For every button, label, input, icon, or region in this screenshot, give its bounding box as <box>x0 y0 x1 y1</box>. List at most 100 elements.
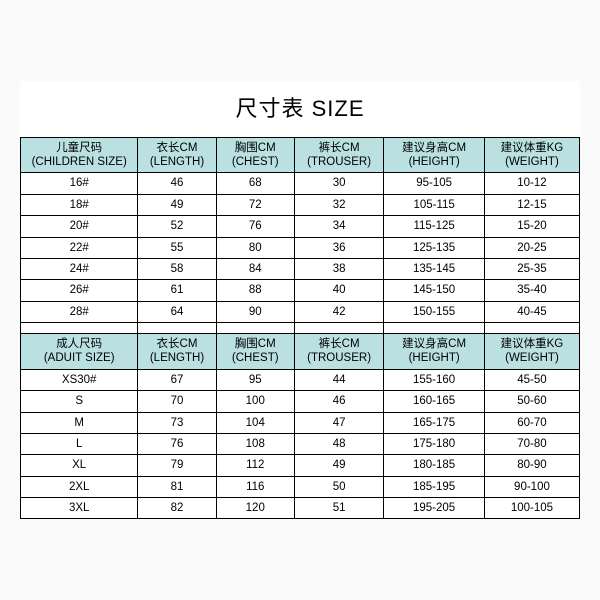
header-label-en: (WEIGHT) <box>487 155 577 169</box>
cell: 3XL <box>21 498 138 519</box>
cell: 180-185 <box>384 455 485 476</box>
children-row: 26#618840145-15035-40 <box>21 280 580 301</box>
cell: 90 <box>216 301 294 322</box>
header-label-cn: 胸围CM <box>219 141 292 155</box>
header-label-en: (HEIGHT) <box>386 351 482 365</box>
cell: 49 <box>294 455 383 476</box>
adult-header-cell: 建议身高CM(HEIGHT) <box>384 334 485 370</box>
cell: 52 <box>138 216 216 237</box>
header-label-cn: 衣长CM <box>140 141 213 155</box>
cell: 79 <box>138 455 216 476</box>
cell: 70 <box>138 391 216 412</box>
cell: 42 <box>294 301 383 322</box>
cell: M <box>21 412 138 433</box>
cell: 135-145 <box>384 258 485 279</box>
adult-row: S7010046160-16550-60 <box>21 391 580 412</box>
cell: 70-80 <box>484 433 579 454</box>
page-title: 尺寸表 SIZE <box>20 91 580 123</box>
cell: 10-12 <box>484 173 579 194</box>
cell: 81 <box>138 476 216 497</box>
header-label-en: (LENGTH) <box>140 155 213 169</box>
cell: 160-165 <box>384 391 485 412</box>
header-label-cn: 胸围CM <box>219 337 292 351</box>
cell: 55 <box>138 237 216 258</box>
cell: 95-105 <box>384 173 485 194</box>
cell: 58 <box>138 258 216 279</box>
adult-header-cell: 成人尺码(ADUIT SIZE) <box>21 334 138 370</box>
children-row: 24#588438135-14525-35 <box>21 258 580 279</box>
cell: 24# <box>21 258 138 279</box>
gap-cell <box>138 323 216 334</box>
cell: 30 <box>294 173 383 194</box>
cell: 40 <box>294 280 383 301</box>
header-label-en: (CHEST) <box>219 351 292 365</box>
cell: 16# <box>21 173 138 194</box>
cell: 15-20 <box>484 216 579 237</box>
adult-header-cell: 建议体重KG(WEIGHT) <box>484 334 579 370</box>
header-label-en: (TROUSER) <box>297 155 381 169</box>
cell: 36 <box>294 237 383 258</box>
adult-row: 2XL8111650185-19590-100 <box>21 476 580 497</box>
children-header-cell: 胸围CM(CHEST) <box>216 137 294 173</box>
cell: 104 <box>216 412 294 433</box>
cell: 50 <box>294 476 383 497</box>
cell: 145-150 <box>384 280 485 301</box>
cell: 76 <box>216 216 294 237</box>
cell: 68 <box>216 173 294 194</box>
cell: 60-70 <box>484 412 579 433</box>
cell: 28# <box>21 301 138 322</box>
section-gap <box>21 323 580 334</box>
cell: 155-160 <box>384 369 485 390</box>
children-header-cell: 建议体重KG(WEIGHT) <box>484 137 579 173</box>
children-header-cell: 儿童尺码(CHILDREN SIZE) <box>21 137 138 173</box>
cell: 165-175 <box>384 412 485 433</box>
header-label-en: (CHEST) <box>219 155 292 169</box>
cell: 2XL <box>21 476 138 497</box>
cell: 115-125 <box>384 216 485 237</box>
header-label-cn: 裤长CM <box>297 141 381 155</box>
cell: 150-155 <box>384 301 485 322</box>
header-label-en: (HEIGHT) <box>386 155 482 169</box>
header-label-cn: 建议体重KG <box>487 141 577 155</box>
cell: 100 <box>216 391 294 412</box>
adult-row: M7310447165-17560-70 <box>21 412 580 433</box>
cell: 64 <box>138 301 216 322</box>
adult-header-cell: 胸围CM(CHEST) <box>216 334 294 370</box>
header-label-cn: 建议身高CM <box>386 337 482 351</box>
cell: 84 <box>216 258 294 279</box>
cell: 80-90 <box>484 455 579 476</box>
header-label-cn: 建议体重KG <box>487 337 577 351</box>
cell: 47 <box>294 412 383 433</box>
size-chart-page: 尺寸表 SIZE 儿童尺码(CHILDREN SIZE)衣长CM(LENGTH)… <box>20 81 580 520</box>
header-label-en: (TROUSER) <box>297 351 381 365</box>
adult-row: XL7911249180-18580-90 <box>21 455 580 476</box>
cell: 185-195 <box>384 476 485 497</box>
cell: 45-50 <box>484 369 579 390</box>
cell: 108 <box>216 433 294 454</box>
gap-cell <box>384 323 485 334</box>
cell: 88 <box>216 280 294 301</box>
cell: S <box>21 391 138 412</box>
adult-header-cell: 裤长CM(TROUSER) <box>294 334 383 370</box>
cell: 82 <box>138 498 216 519</box>
adult-header-row: 成人尺码(ADUIT SIZE)衣长CM(LENGTH)胸围CM(CHEST)裤… <box>21 334 580 370</box>
cell: 80 <box>216 237 294 258</box>
adult-header-cell: 衣长CM(LENGTH) <box>138 334 216 370</box>
children-row: 18#497232105-11512-15 <box>21 194 580 215</box>
cell: 195-205 <box>384 498 485 519</box>
children-header-cell: 衣长CM(LENGTH) <box>138 137 216 173</box>
cell: 90-100 <box>484 476 579 497</box>
cell: 22# <box>21 237 138 258</box>
cell: 40-45 <box>484 301 579 322</box>
cell: 51 <box>294 498 383 519</box>
cell: 20-25 <box>484 237 579 258</box>
adult-row: 3XL8212051195-205100-105 <box>21 498 580 519</box>
cell: 26# <box>21 280 138 301</box>
cell: 61 <box>138 280 216 301</box>
children-header-cell: 裤长CM(TROUSER) <box>294 137 383 173</box>
header-label-cn: 衣长CM <box>140 337 213 351</box>
cell: 49 <box>138 194 216 215</box>
cell: 67 <box>138 369 216 390</box>
children-header-row: 儿童尺码(CHILDREN SIZE)衣长CM(LENGTH)胸围CM(CHES… <box>21 137 580 173</box>
cell: 44 <box>294 369 383 390</box>
